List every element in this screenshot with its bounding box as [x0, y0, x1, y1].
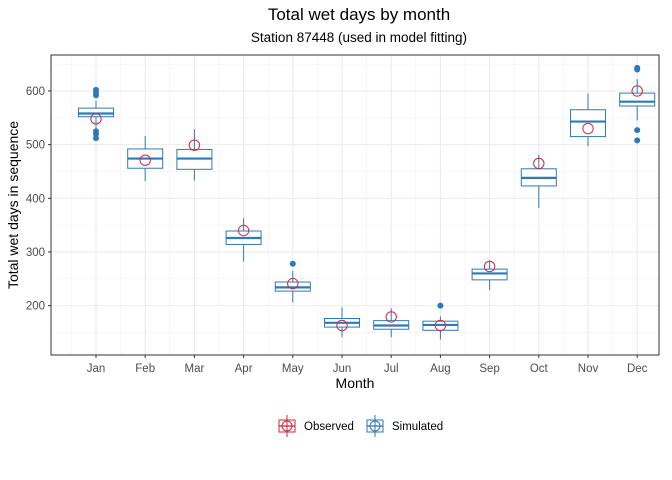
x-axis-ticks: Jan Feb Mar Apr May Jun Jul Aug Sep Oct Nov Dec	[87, 355, 648, 375]
observed-point-jun	[336, 319, 348, 332]
box-jul	[373, 308, 410, 338]
x-tick-label: Jun	[333, 363, 352, 375]
observed-point-jul	[385, 311, 397, 323]
observed-point-sep	[483, 260, 496, 273]
grid-lines	[51, 55, 659, 355]
outlier-point	[634, 137, 641, 144]
observed-point-mar	[188, 139, 201, 151]
x-tick-label: Aug	[430, 363, 450, 375]
observed-point-oct	[533, 157, 545, 170]
observed-point-may	[287, 277, 299, 290]
observed-point-apr	[237, 224, 250, 237]
x-tick-label: Jul	[384, 363, 399, 375]
x-tick-label: Apr	[235, 363, 253, 375]
box-iqr	[619, 92, 656, 107]
outlier-point	[437, 302, 444, 309]
box-may	[274, 260, 311, 303]
x-tick-label: Sep	[479, 363, 499, 375]
observed-point-nov	[582, 122, 594, 135]
y-tick-label: 500	[26, 140, 45, 152]
x-tick-label: May	[282, 363, 304, 375]
x-tick-label: Dec	[627, 363, 648, 375]
outlier-point	[93, 135, 99, 142]
plot-panel	[51, 55, 659, 355]
y-tick-label: 400	[26, 193, 45, 205]
legend-key-observed	[278, 415, 296, 437]
simulated-boxes	[78, 64, 656, 340]
legend-label-simulated: Simulated	[392, 421, 443, 433]
y-tick-label: 600	[26, 86, 45, 98]
x-tick-label: Feb	[135, 363, 155, 375]
y-tick-label: 300	[26, 247, 45, 259]
box-jun	[324, 307, 360, 338]
observed-point-jan	[90, 113, 102, 125]
y-tick-label: 200	[26, 301, 45, 313]
x-tick-label: Oct	[530, 363, 549, 375]
outlier-point	[289, 260, 296, 267]
observed-point-aug	[434, 319, 447, 332]
legend: Observed Simulated	[278, 415, 443, 437]
observed-points	[90, 85, 643, 332]
x-tick-label: Jan	[87, 363, 106, 375]
x-tick-label: Mar	[184, 363, 204, 375]
legend-label-observed: Observed	[304, 421, 354, 433]
plot-border	[50, 54, 660, 356]
box-oct	[520, 154, 557, 208]
outlier-point	[634, 64, 641, 71]
outlier-point	[93, 86, 99, 93]
legend-key-simulated	[366, 415, 384, 437]
y-axis-title: Total wet days in sequence	[5, 121, 21, 289]
chart-title: Total wet days by month	[268, 5, 450, 24]
outlier-point	[634, 127, 641, 134]
chart-subtitle: Station 87448 (used in model fitting)	[251, 30, 467, 45]
box-apr	[225, 218, 262, 262]
outlier-point	[93, 128, 99, 135]
y-axis-ticks: 200 300 400 500 600	[26, 86, 51, 313]
observed-point-feb	[139, 154, 151, 166]
x-axis-title: Month	[336, 375, 375, 391]
x-tick-label: Nov	[578, 363, 599, 375]
observed-point-dec	[631, 85, 643, 97]
box-feb	[127, 136, 164, 182]
box-mar	[176, 129, 213, 181]
box-dec	[619, 64, 656, 144]
box-sep	[471, 260, 508, 291]
